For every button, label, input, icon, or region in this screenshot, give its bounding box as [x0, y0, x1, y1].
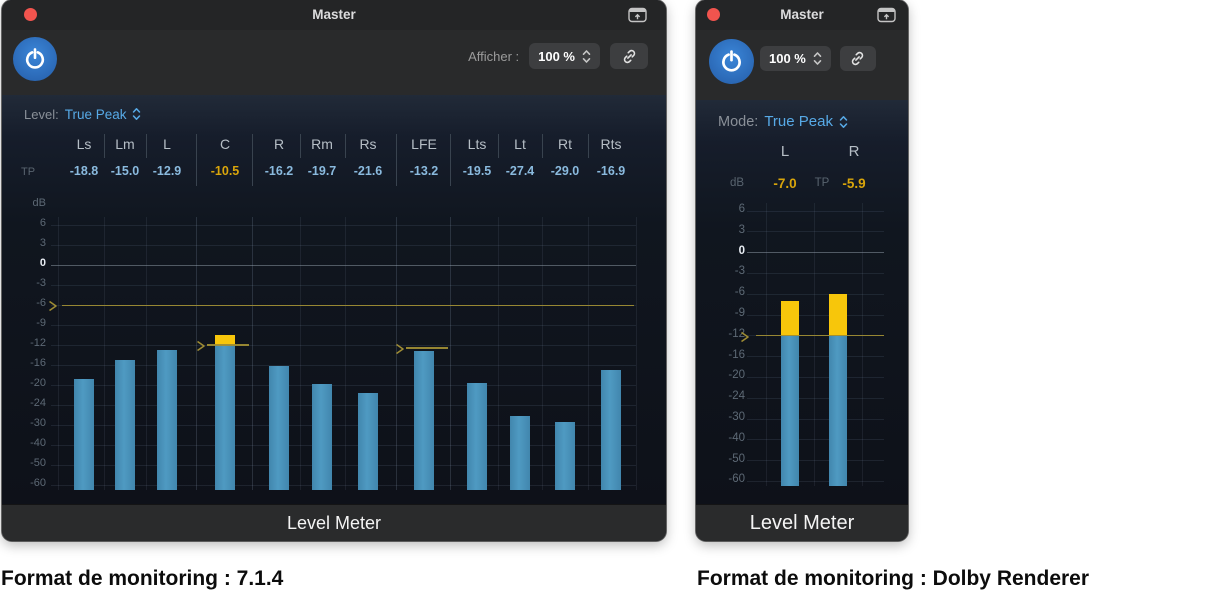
link-button[interactable] — [610, 43, 648, 69]
link-icon — [623, 49, 635, 63]
level-mode-label: Level: — [24, 106, 59, 122]
zoom-stepper[interactable]: 100 % — [760, 46, 831, 71]
caption-714: Format de monitoring : 7.1.4 — [1, 567, 284, 590]
zoom-stepper[interactable]: 100 % — [529, 43, 600, 69]
plugin-name-bar: Level Meter — [2, 504, 666, 541]
meter-area — [696, 100, 908, 505]
link-icon — [852, 51, 864, 66]
link-button[interactable] — [839, 46, 876, 71]
plugin-header-bar: 100 % — [696, 30, 908, 100]
open-in-window-icon[interactable] — [628, 7, 647, 23]
level-mode-select[interactable]: True Peak — [764, 113, 833, 130]
level-mode-label: Mode: — [718, 113, 759, 130]
stepper-chevrons-icon — [813, 52, 822, 65]
plugin-name: Level Meter — [286, 512, 382, 533]
plugin-window-dolby: Master 100 % Mode: True Peak 6 3 0 -3 -6 -9 -1… — [696, 0, 908, 541]
window-title: Master — [780, 7, 824, 22]
zoom-value: 100 % — [538, 48, 575, 64]
power-button[interactable] — [709, 39, 754, 84]
display-zoom-label: Afficher : — [468, 48, 520, 64]
meter-area — [2, 95, 666, 505]
window-titlebar[interactable]: Master — [2, 0, 666, 31]
window-title: Master — [312, 7, 356, 22]
zoom-value: 100 % — [769, 51, 806, 66]
plugin-name-bar: Level Meter — [696, 504, 908, 541]
open-in-window-icon[interactable] — [877, 7, 896, 23]
plugin-header-bar: Afficher : 100 % — [2, 30, 666, 95]
level-mode-select[interactable]: True Peak — [64, 106, 127, 122]
close-button[interactable] — [24, 8, 37, 21]
dropdown-chevrons-icon — [133, 108, 141, 120]
caption-dolby: Format de monitoring : Dolby Renderer — [697, 567, 1090, 590]
plugin-window-714: Master Afficher : 100 % Level: True Peak… — [2, 0, 666, 541]
power-icon — [722, 50, 741, 72]
plugin-name: Level Meter — [749, 511, 855, 534]
window-titlebar[interactable]: Master — [696, 0, 908, 31]
dropdown-chevrons-icon — [839, 115, 848, 128]
close-button[interactable] — [707, 8, 720, 21]
stepper-chevrons-icon — [582, 49, 591, 63]
power-button[interactable] — [13, 37, 57, 81]
power-icon — [25, 48, 45, 69]
